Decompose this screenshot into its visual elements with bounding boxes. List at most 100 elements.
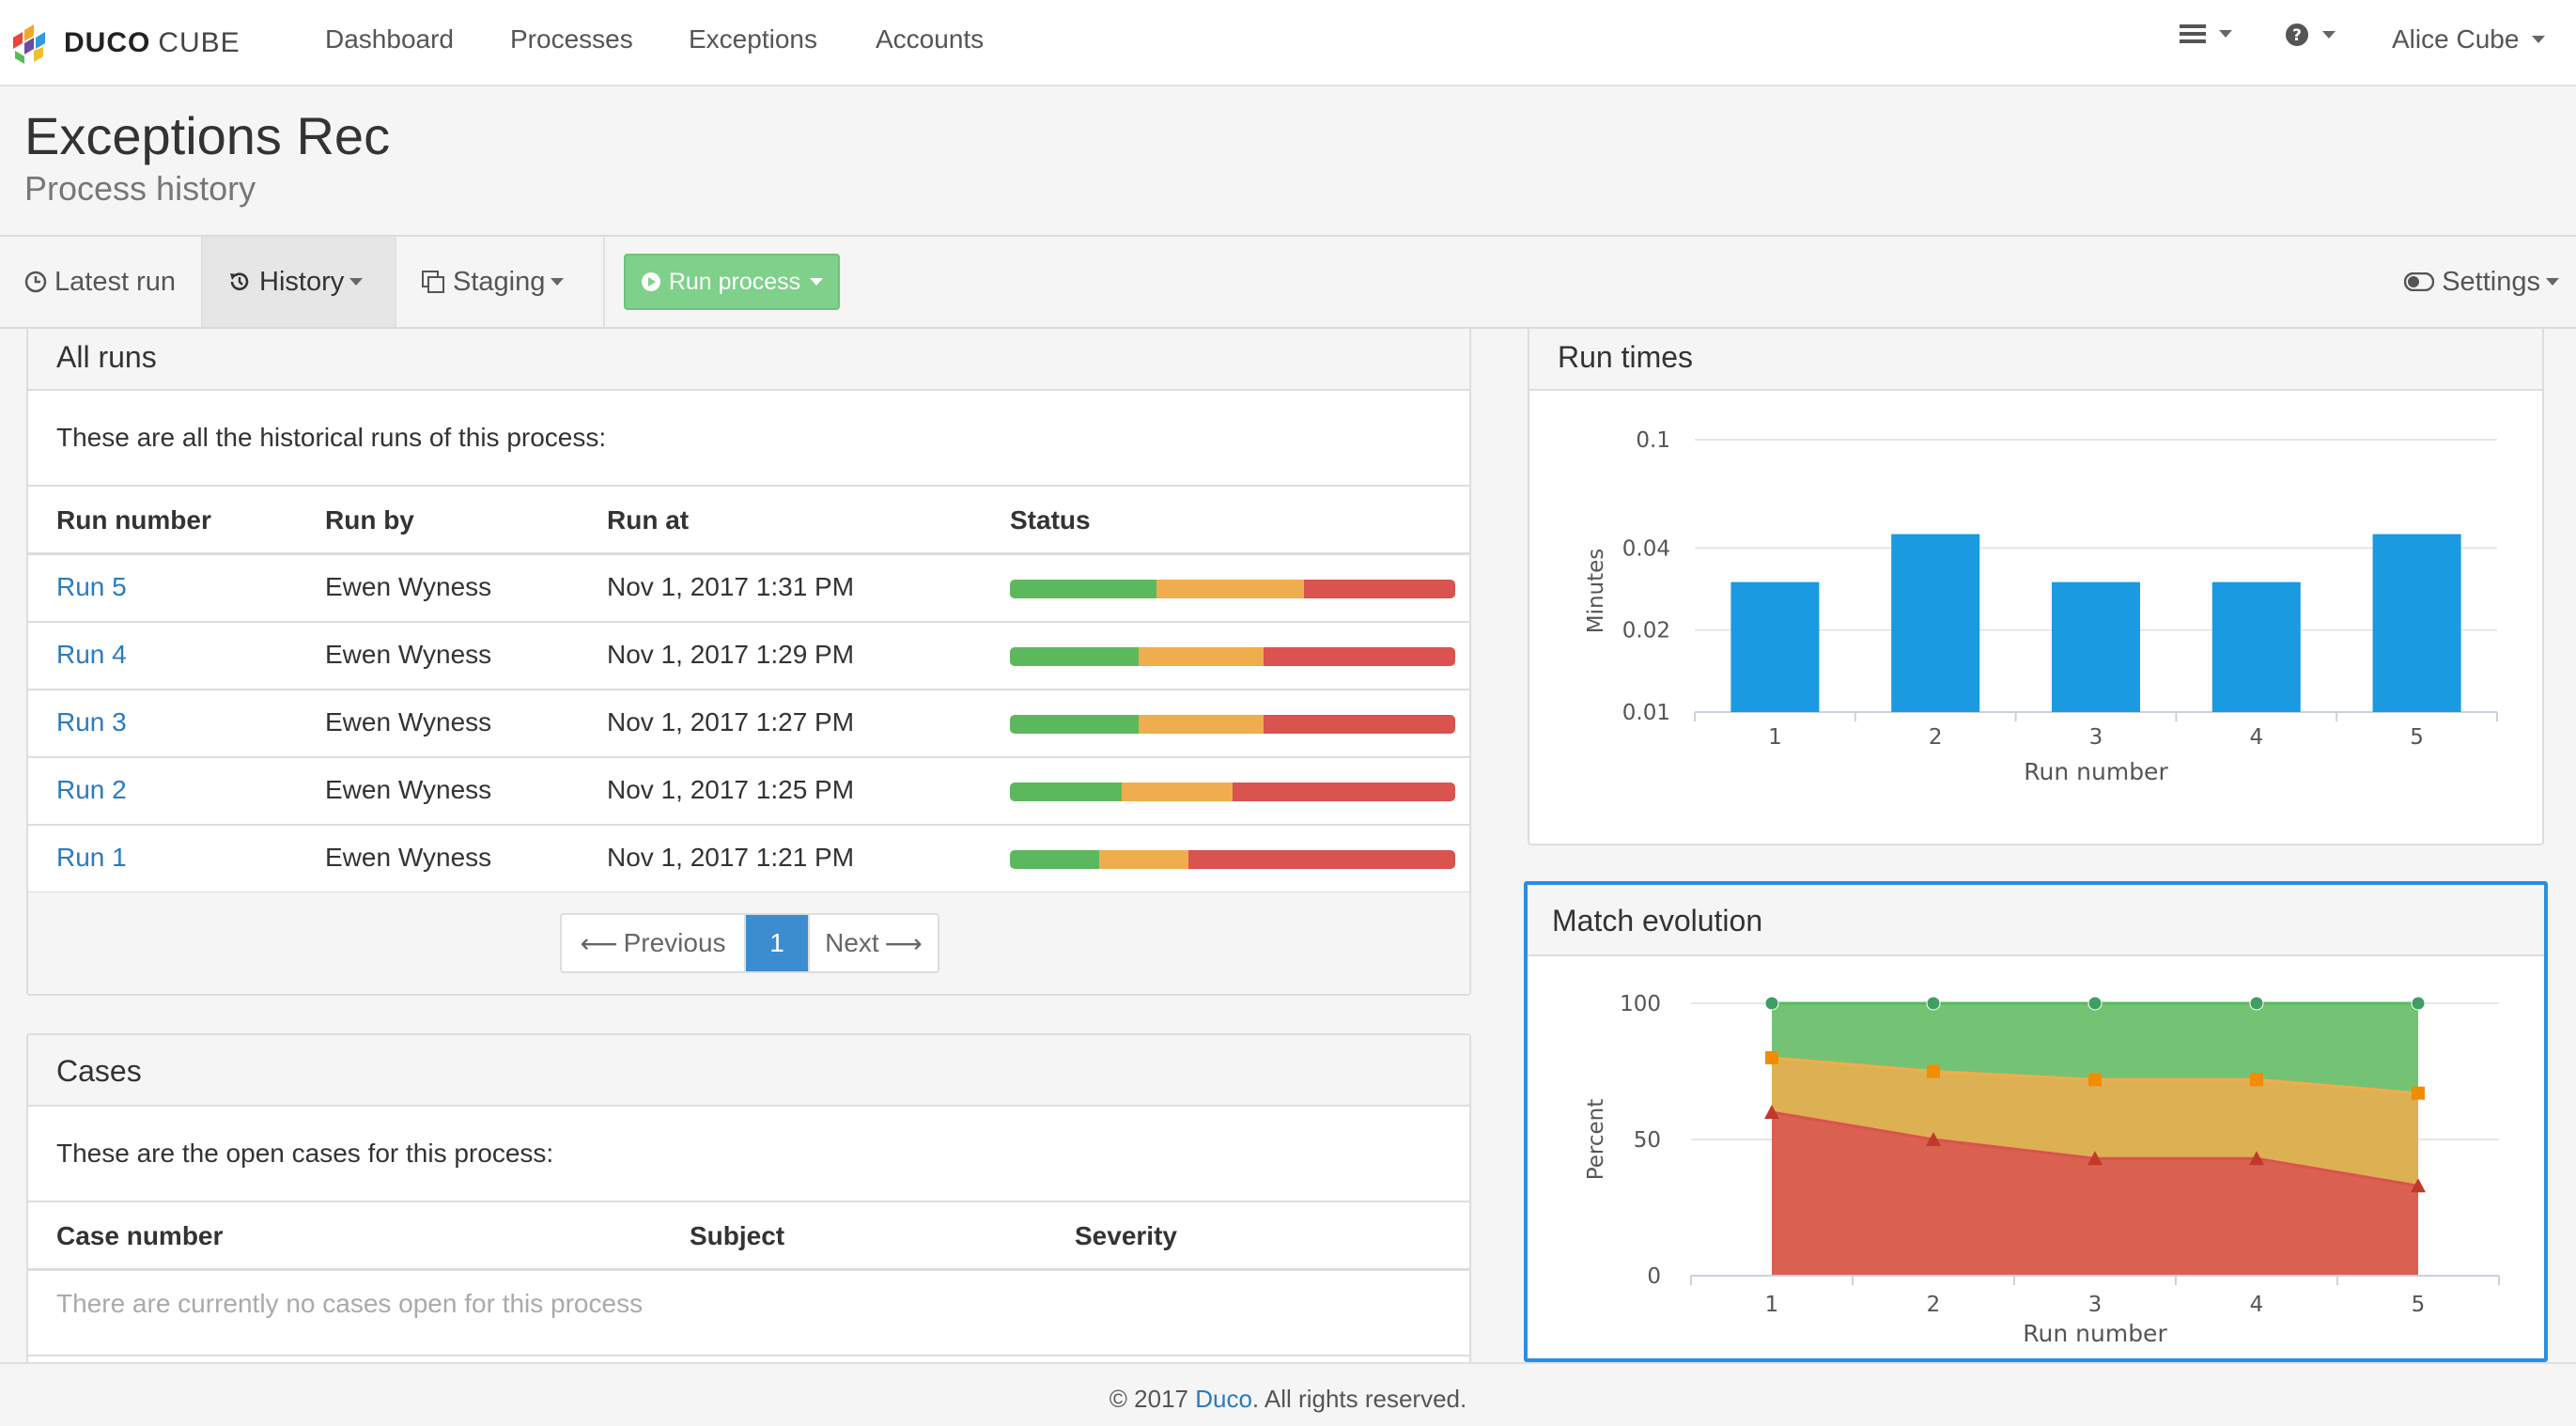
column-header-severity[interactable]: Severity (1075, 1221, 1177, 1250)
data-point[interactable] (2411, 1178, 2426, 1193)
tab-staging-label: Staging (453, 266, 546, 297)
x-tick-label: 4 (2250, 1293, 2264, 1317)
tab-divider (201, 237, 203, 327)
tab-history[interactable]: History (203, 237, 395, 327)
clock-icon (24, 271, 47, 293)
all-runs-title: All runs (56, 340, 157, 374)
chevron-down-icon (810, 278, 824, 286)
tab-history-label: History (259, 266, 345, 297)
copy-icon (421, 270, 445, 294)
x-tick-label: 2 (1927, 1293, 1941, 1317)
x-tick-label: 2 (1929, 725, 1943, 750)
status-segment-unmatched (1264, 647, 1455, 666)
status-segment-partial (1139, 715, 1265, 734)
data-point[interactable] (2249, 1151, 2264, 1166)
run-by-cell: Ewen Wyness (325, 640, 492, 669)
next-page-button[interactable]: Next ⟶ (808, 915, 938, 971)
data-point[interactable] (2412, 1086, 2425, 1100)
chevron-down-icon (2546, 278, 2559, 286)
status-bar (1010, 715, 1455, 734)
column-header-run-at[interactable]: Run at (607, 505, 690, 535)
run-process-button[interactable]: Run process (624, 254, 840, 310)
data-point[interactable] (2087, 996, 2103, 1011)
all-runs-heading: All runs (28, 329, 1469, 391)
brand-product: CUBE (158, 27, 241, 58)
page-1-button[interactable]: 1 (746, 915, 808, 971)
data-point[interactable] (1926, 1132, 1941, 1146)
play-circle-icon (641, 272, 660, 291)
footer-rights: . All rights reserved. (1251, 1385, 1467, 1413)
status-segment-partial (1098, 850, 1188, 869)
data-point[interactable] (2249, 996, 2264, 1011)
match-evolution-chart: 0 50 100 1 2 3 4 5 Run number Percent (1584, 992, 2500, 1347)
nav-processes[interactable]: Processes (510, 24, 633, 54)
data-point[interactable] (1764, 1105, 1779, 1119)
main-menu-dropdown[interactable] (2180, 23, 2232, 45)
bar[interactable] (1730, 581, 1820, 712)
data-point[interactable] (2088, 1073, 2102, 1087)
bar[interactable] (2211, 581, 2301, 712)
run-link[interactable]: Run 5 (56, 572, 127, 601)
all-runs-intro: These are all the historical runs of thi… (56, 423, 607, 452)
run-link[interactable]: Run 3 (56, 707, 127, 736)
column-header-case-number[interactable]: Case number (56, 1221, 224, 1250)
run-by-cell: Ewen Wyness (325, 775, 492, 804)
status-segment-matched (1010, 783, 1122, 801)
data-point[interactable] (1764, 996, 1779, 1011)
divider (28, 1355, 1469, 1356)
x-tick-label: 3 (2089, 725, 2103, 750)
divider (28, 1201, 1469, 1202)
column-header-run-by[interactable]: Run by (325, 505, 414, 535)
empty-cases-message: There are currently no cases open for th… (56, 1289, 644, 1318)
settings-dropdown[interactable]: Settings (2360, 237, 2576, 327)
chevron-down-icon (2532, 36, 2546, 43)
settings-label: Settings (2442, 266, 2540, 297)
status-bar (1010, 850, 1455, 869)
arrow-right-icon: ⟶ (884, 928, 923, 958)
bar[interactable] (2372, 534, 2461, 712)
history-icon (227, 270, 252, 294)
column-header-status[interactable]: Status (1010, 505, 1091, 535)
help-dropdown[interactable]: ? (2285, 23, 2335, 47)
x-tick-label: 1 (1768, 725, 1782, 750)
tab-latest-run[interactable]: Latest run (0, 237, 201, 327)
run-link[interactable]: Run 4 (56, 640, 127, 669)
run-at-cell: Nov 1, 2017 1:29 PM (607, 640, 855, 669)
nav-accounts[interactable]: Accounts (876, 24, 985, 54)
y-tick-label: 0.04 (1622, 536, 1670, 561)
page-header: Exceptions Rec Process history (0, 86, 2576, 237)
previous-page-button[interactable]: ⟵ Previous (562, 915, 746, 971)
match-evolution-panel: Match evolution 0 50 100 1 2 3 4 5 Run number Per… (1524, 881, 2548, 1362)
data-point[interactable] (2411, 996, 2426, 1011)
table-row: Run 1 Ewen Wyness Nov 1, 2017 1:21 PM (28, 826, 1469, 893)
nav-dashboard[interactable]: Dashboard (325, 24, 454, 54)
status-segment-unmatched (1303, 580, 1455, 598)
column-header-subject[interactable]: Subject (690, 1221, 785, 1250)
cases-title: Cases (56, 1054, 142, 1088)
footer-duco-link[interactable]: Duco (1195, 1385, 1252, 1413)
data-point[interactable] (2087, 1151, 2103, 1166)
pagination: ⟵ Previous 1 Next ⟶ (560, 913, 939, 973)
x-axis-label: Run number (2023, 1320, 2167, 1347)
user-menu-dropdown[interactable]: Alice Cube (2392, 23, 2546, 56)
run-link[interactable]: Run 2 (56, 775, 127, 804)
tab-staging[interactable]: Staging (396, 237, 603, 327)
data-point[interactable] (1927, 1064, 1940, 1078)
data-point[interactable] (1926, 996, 1941, 1011)
y-tick-label: 100 (1620, 992, 1661, 1016)
chevron-down-icon (2219, 30, 2232, 38)
run-times-panel: Run times 0.01 0.02 0.04 0.1 1 2 3 4 5 Run number… (1528, 329, 2544, 845)
brand[interactable]: DUCO CUBE (8, 17, 241, 70)
status-segment-matched (1010, 647, 1140, 666)
data-point[interactable] (1765, 1051, 1778, 1064)
nav-exceptions[interactable]: Exceptions (689, 24, 817, 54)
arrow-left-icon: ⟵ (580, 928, 618, 958)
data-point[interactable] (2250, 1073, 2263, 1087)
status-bar (1010, 783, 1455, 801)
bar[interactable] (1891, 534, 1980, 712)
bar[interactable] (2052, 581, 2140, 712)
column-header-run-number[interactable]: Run number (56, 505, 211, 535)
duco-logo-icon (13, 24, 45, 64)
run-link[interactable]: Run 1 (56, 843, 127, 872)
divider (28, 621, 1469, 623)
